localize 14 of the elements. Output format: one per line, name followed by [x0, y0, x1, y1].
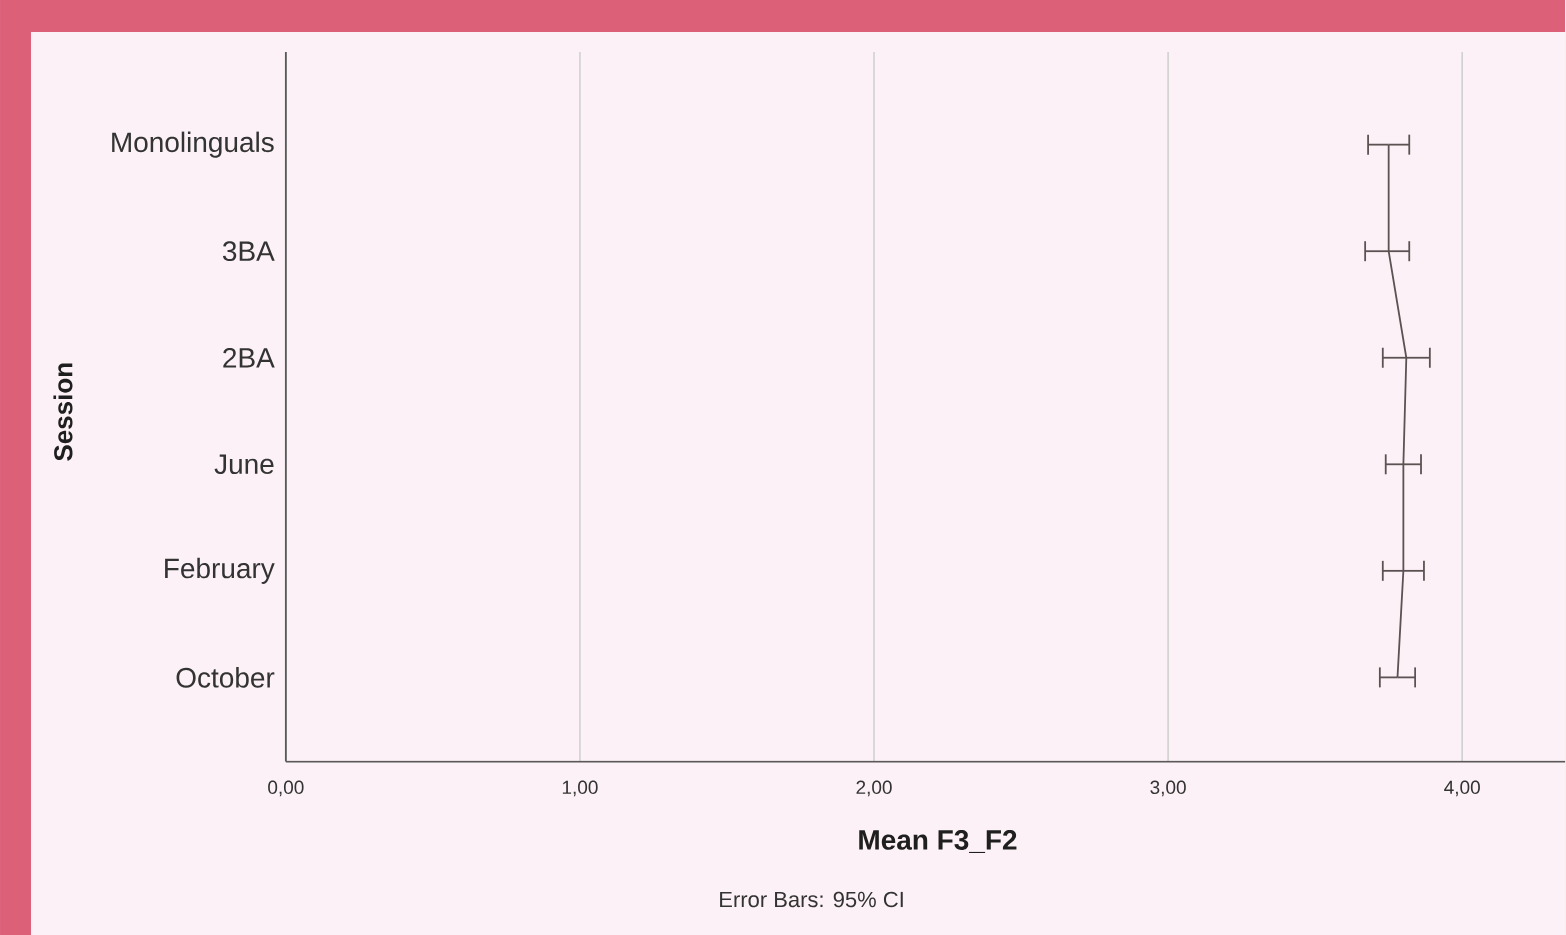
x-tick-label: 0,00 — [268, 780, 304, 797]
y-tick-label: October — [176, 666, 275, 688]
y-tick-label: 2BA — [223, 347, 275, 368]
y-axis-title: Session — [53, 363, 73, 461]
y-tick-label: June — [214, 454, 274, 474]
y-tick-label: 3BA — [222, 241, 275, 261]
text: Error Bars: 95% CI — [720, 891, 903, 908]
x-tick-label: 1,00 — [562, 780, 598, 797]
x-tick-label: 2,00 — [856, 780, 892, 797]
y-tick-label: Monolinguals — [112, 131, 274, 158]
x-axis-title: Mean F3_F2 — [859, 829, 1017, 853]
y-tick-label: February — [165, 557, 275, 584]
x-tick-label: 4,00 — [1444, 780, 1480, 797]
x-tick-label: 3,00 — [1150, 780, 1186, 797]
